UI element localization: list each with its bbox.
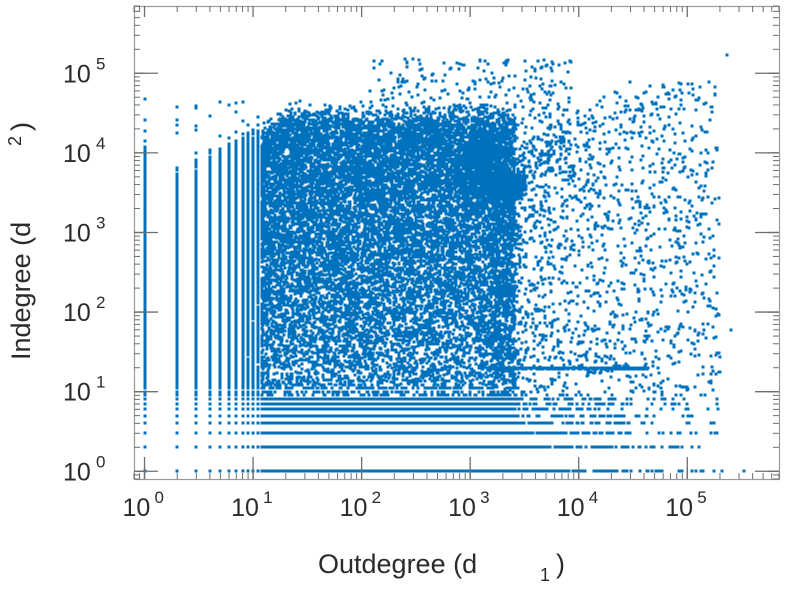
data-points-layer — [143, 53, 746, 473]
x-tick-label: 10 3 — [448, 488, 489, 522]
svg-text:4: 4 — [589, 488, 598, 507]
svg-text:10: 10 — [63, 60, 91, 88]
x-tick-labels: 10 0 10 1 10 2 10 3 10 4 10 5 — [123, 488, 707, 522]
svg-text:10: 10 — [557, 494, 585, 522]
svg-text:10: 10 — [123, 494, 151, 522]
svg-text:10: 10 — [448, 494, 476, 522]
svg-text:5: 5 — [697, 488, 706, 507]
y-tick-label: 10 4 — [63, 134, 105, 168]
svg-text:0: 0 — [155, 488, 164, 507]
x-axis-label: Outdegree (d 1 ) — [318, 549, 565, 585]
x-tick-label: 10 4 — [557, 488, 598, 522]
y-tick-label: 10 5 — [63, 54, 105, 88]
svg-text:10: 10 — [665, 494, 693, 522]
y-axis-label-text: Indegree (d — [6, 222, 36, 360]
svg-text:5: 5 — [96, 54, 105, 73]
x-axis-label-text: Outdegree (d — [318, 549, 477, 579]
x-tick-label: 10 5 — [665, 488, 706, 522]
y-axis-label-subscript: 2 — [5, 136, 25, 146]
svg-text:1: 1 — [263, 488, 272, 507]
svg-text:1: 1 — [96, 373, 105, 392]
x-tick-label: 10 2 — [340, 488, 381, 522]
y-tick-labels: 10 0 10 1 10 2 10 3 10 4 10 5 — [63, 54, 105, 486]
svg-text:10: 10 — [231, 494, 259, 522]
svg-text:10: 10 — [63, 219, 91, 247]
svg-text:10: 10 — [63, 299, 91, 327]
svg-text:10: 10 — [63, 140, 91, 168]
y-axis-label: Indegree (d 2 ) — [5, 122, 36, 360]
x-axis-label-subscript: 1 — [540, 565, 550, 585]
y-tick-label: 10 2 — [63, 293, 105, 327]
svg-text:10: 10 — [63, 458, 91, 486]
x-tick-label: 10 1 — [231, 488, 272, 522]
svg-text:2: 2 — [96, 293, 105, 312]
y-tick-label: 10 3 — [63, 213, 105, 247]
svg-text:4: 4 — [96, 134, 105, 153]
y-axis-label-paren: ) — [6, 122, 36, 131]
axes-layer — [133, 5, 781, 481]
svg-text:2: 2 — [372, 488, 381, 507]
svg-text:10: 10 — [63, 379, 91, 407]
y-tick-label: 10 1 — [63, 373, 105, 407]
svg-text:3: 3 — [96, 213, 105, 232]
svg-text:10: 10 — [340, 494, 368, 522]
y-tick-label: 10 0 — [63, 452, 105, 486]
x-axis-label-paren: ) — [556, 549, 565, 579]
svg-text:0: 0 — [96, 452, 105, 471]
x-tick-label: 10 0 — [123, 488, 164, 522]
svg-text:3: 3 — [480, 488, 489, 507]
